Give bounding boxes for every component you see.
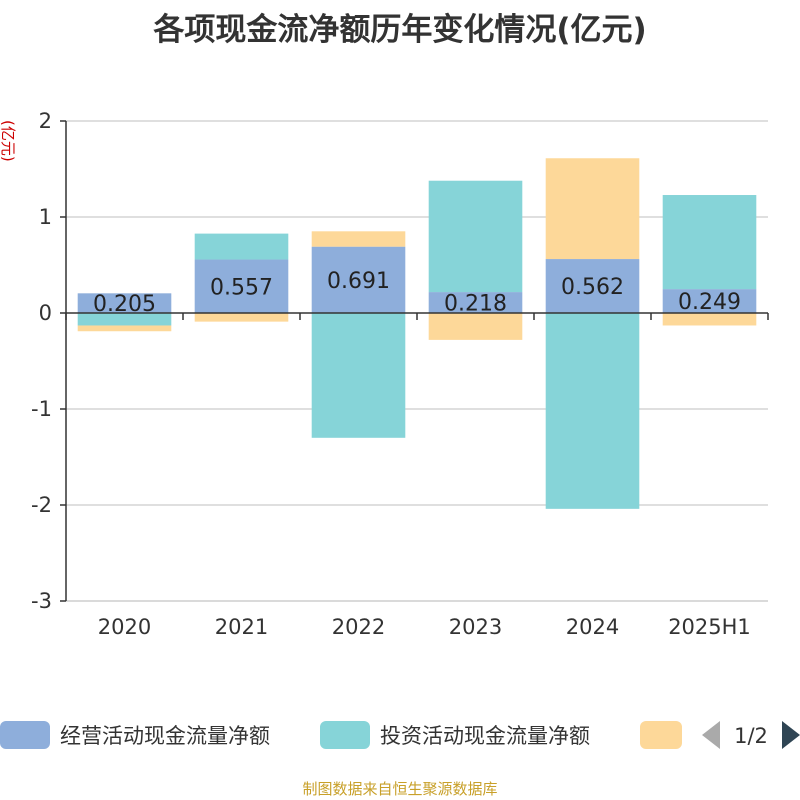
y-tick-label: -2 (31, 493, 52, 517)
bar-1-2020 (77, 293, 172, 313)
bar-1-2021 (194, 259, 289, 313)
source-footer: 制图数据来自恒生聚源数据库 (302, 780, 498, 798)
bar-2-2023 (428, 180, 523, 293)
bar-2-2022 (311, 313, 406, 438)
data-label: 0.562 (561, 275, 624, 300)
data-label: 0.557 (210, 275, 273, 300)
axes: 2 1 0 -1 -2 -3 2020 2021 2022 2023 2024 2025H1 (31, 109, 769, 639)
legend-item-2[interactable]: 投资活动现金流量净额 (320, 721, 590, 749)
x-tick-label: 2022 (332, 615, 385, 639)
bar-3-2025H1 (662, 313, 757, 326)
x-tick-label: 2024 (566, 615, 619, 639)
bar-3-2021 (194, 313, 289, 322)
bar-3-2024 (545, 158, 640, 260)
data-label: 0.205 (93, 292, 156, 317)
data-labels: 0.205 0.557 0.691 0.218 0.562 0.249 (93, 269, 741, 317)
chart-title: 各项现金流净额历年变化情况(亿元) (153, 12, 647, 48)
data-label: 0.691 (327, 269, 390, 294)
y-tick-label: -1 (31, 397, 52, 421)
grid-lines (66, 120, 768, 602)
legend-label: 投资活动现金流量净额 (380, 724, 590, 748)
legend-prev-icon[interactable] (702, 721, 720, 749)
data-label: 0.218 (444, 292, 507, 317)
bar-3-2020 (77, 325, 172, 332)
legend-next-icon[interactable] (782, 721, 800, 749)
bar-2-2021 (194, 233, 289, 260)
legend-item-3[interactable] (640, 721, 682, 749)
x-tick-label: 2021 (215, 615, 268, 639)
y-axis-label: (亿元) (0, 120, 17, 162)
data-label: 0.249 (678, 290, 741, 315)
legend-swatch (640, 721, 682, 749)
bar-2-2020 (77, 313, 172, 326)
bar-1-2025H1 (662, 289, 757, 313)
y-tick-label: 0 (39, 301, 52, 325)
legend-swatch (320, 721, 370, 749)
bar-1-2022 (311, 246, 406, 313)
legend: 经营活动现金流量净额 投资活动现金流量净额 1/2 (0, 721, 800, 749)
bar-3-2023 (428, 313, 523, 340)
legend-page-indicator: 1/2 (734, 724, 768, 748)
bar-2-2024 (545, 313, 640, 509)
bar-2-2025H1 (662, 195, 757, 290)
y-tick-label: -3 (31, 589, 52, 613)
x-tick-label: 2025H1 (668, 615, 751, 639)
legend-label: 经营活动现金流量净额 (60, 724, 270, 748)
x-tick-label: 2020 (98, 615, 151, 639)
bar-1-2024 (545, 259, 640, 313)
legend-swatch (0, 721, 50, 749)
legend-item-1[interactable]: 经营活动现金流量净额 (0, 721, 270, 749)
y-tick-label: 1 (39, 205, 52, 229)
bar-1-2023 (428, 292, 523, 313)
y-tick-label: 2 (39, 109, 52, 133)
bar-3-2022 (311, 231, 406, 247)
x-tick-label: 2023 (449, 615, 502, 639)
bars (77, 158, 757, 509)
